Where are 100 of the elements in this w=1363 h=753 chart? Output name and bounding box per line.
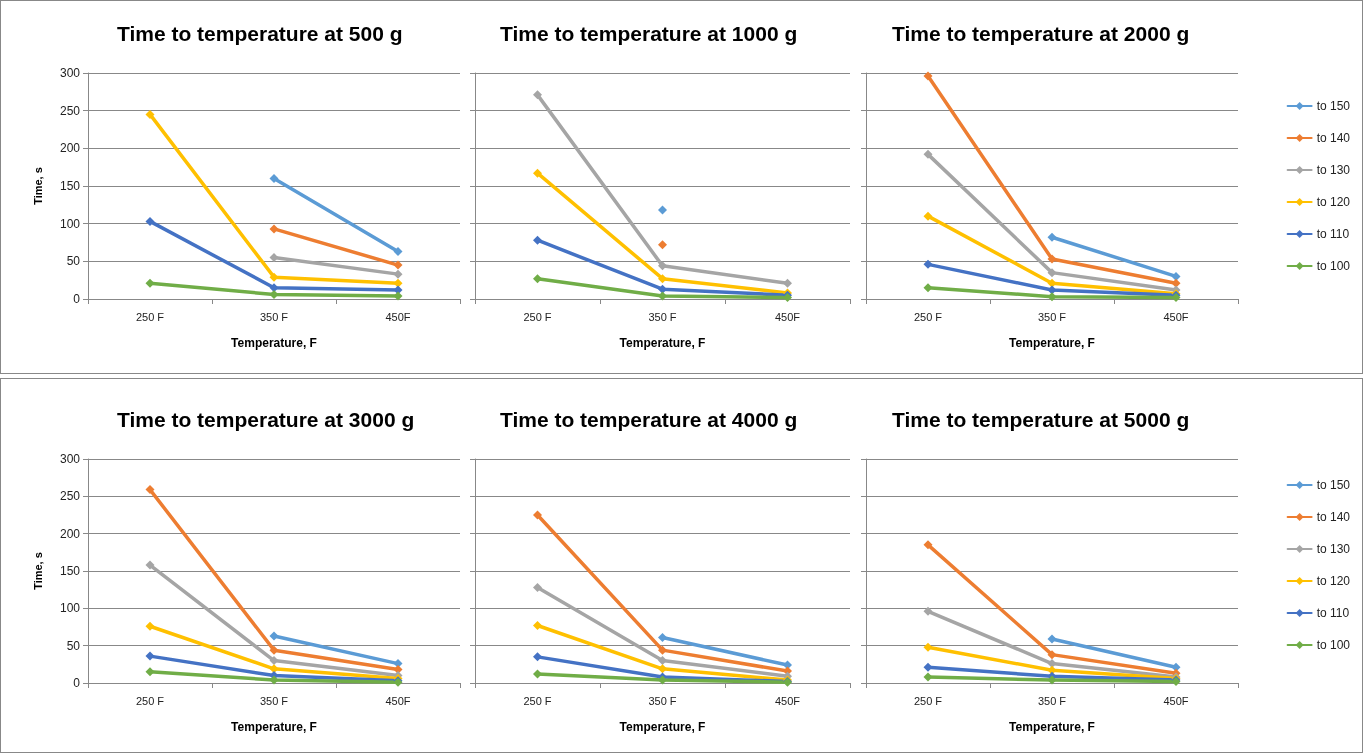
chart-title: Time to temperature at 3000 g — [117, 408, 415, 431]
point — [533, 669, 542, 679]
x-tick-label: 350 F — [1037, 694, 1067, 707]
x-tick-label: 450F — [385, 694, 411, 707]
x-tick-label: 450F — [1163, 694, 1189, 707]
y-tick-label: 250 — [59, 489, 81, 504]
point — [533, 90, 542, 100]
legend-label: to 130 — [1316, 542, 1351, 556]
y-tick-label: 100 — [59, 216, 81, 231]
x-axis-title: Temperature, F — [1009, 336, 1095, 350]
y-tick-label: 300 — [59, 66, 81, 80]
legend-label: to 140 — [1316, 510, 1351, 524]
point — [145, 109, 155, 119]
point — [533, 168, 542, 178]
point — [269, 645, 279, 655]
legend-label: to 100 — [1316, 638, 1351, 652]
x-tick-label: 450F — [774, 694, 801, 707]
x-tick-label: 450F — [774, 310, 801, 323]
point — [1171, 271, 1181, 281]
point — [269, 272, 279, 282]
point — [658, 291, 667, 301]
point — [1047, 650, 1057, 660]
legend-label: to 110 — [1316, 606, 1350, 620]
point — [658, 632, 667, 642]
legend-label: to 120 — [1316, 574, 1351, 588]
x-tick-label: 450F — [1163, 310, 1189, 323]
legend-label: to 150 — [1316, 478, 1351, 492]
point — [145, 621, 155, 631]
point — [533, 652, 542, 662]
point — [923, 211, 933, 221]
x-tick-label: 250 F — [523, 310, 552, 323]
chart-title: Time to temperature at 5000 g — [892, 408, 1190, 431]
point — [269, 224, 279, 234]
y-tick-label: 200 — [59, 526, 81, 541]
point — [393, 260, 403, 270]
point — [1171, 278, 1181, 288]
point — [923, 259, 933, 269]
y-tick-label: 50 — [66, 638, 81, 653]
point — [533, 235, 542, 245]
legend-label: to 150 — [1316, 99, 1351, 113]
x-tick-label: 350 F — [259, 310, 289, 323]
y-tick-label: 0 — [73, 676, 81, 690]
point — [658, 274, 667, 284]
x-tick-label: 350 F — [648, 694, 677, 707]
x-tick-label: 350 F — [648, 310, 677, 323]
y-tick-label: 200 — [59, 141, 81, 156]
point — [269, 173, 279, 183]
point — [658, 645, 667, 655]
point — [393, 269, 403, 279]
legend-label: to 140 — [1316, 131, 1351, 145]
y-tick-label: 150 — [59, 179, 81, 193]
point — [145, 560, 155, 570]
point — [658, 261, 667, 271]
point — [269, 253, 279, 263]
chart-title: Time to temperature at 2000 g — [892, 22, 1190, 45]
x-tick-label: 250 F — [135, 694, 165, 707]
point — [658, 656, 667, 666]
legend-label: to 110 — [1316, 227, 1350, 241]
point — [923, 606, 933, 616]
x-tick-label: 250 F — [913, 694, 943, 707]
chart-title: Time to temperature at 1000 g — [500, 22, 798, 45]
point — [269, 631, 279, 641]
point — [1047, 254, 1057, 264]
x-axis-title: Temperature, F — [619, 336, 706, 350]
point — [145, 216, 155, 226]
point — [533, 621, 542, 631]
point — [1047, 285, 1057, 295]
point — [1047, 268, 1057, 278]
x-tick-label: 250 F — [913, 310, 943, 323]
point — [783, 278, 792, 288]
y-tick-label: 150 — [59, 564, 81, 578]
point — [1047, 232, 1057, 242]
point — [658, 664, 667, 674]
x-axis-title: Temperature, F — [1009, 720, 1095, 734]
y-axis-title: Time, s — [31, 552, 44, 590]
point — [145, 485, 155, 495]
point — [269, 675, 279, 685]
point — [923, 642, 933, 652]
x-tick-label: 350 F — [259, 694, 289, 707]
point — [1047, 675, 1057, 685]
x-tick-label: 350 F — [1037, 310, 1067, 323]
legend-label: to 120 — [1316, 195, 1351, 209]
point — [1047, 278, 1057, 288]
point — [393, 278, 403, 288]
point — [393, 291, 403, 301]
point — [1047, 634, 1057, 644]
point — [923, 149, 933, 159]
y-tick-label: 50 — [66, 254, 81, 269]
legend-label: to 100 — [1316, 259, 1351, 273]
y-tick-label: 300 — [59, 452, 81, 466]
point — [393, 247, 403, 257]
x-axis-title: Temperature, F — [231, 720, 317, 734]
chart-title: Time to temperature at 4000 g — [500, 408, 798, 431]
x-axis-title: Temperature, F — [231, 336, 317, 350]
point — [923, 540, 933, 550]
point — [923, 672, 933, 682]
legend-label: to 130 — [1316, 163, 1351, 177]
point — [533, 582, 542, 592]
point — [923, 71, 933, 81]
point — [533, 274, 542, 284]
